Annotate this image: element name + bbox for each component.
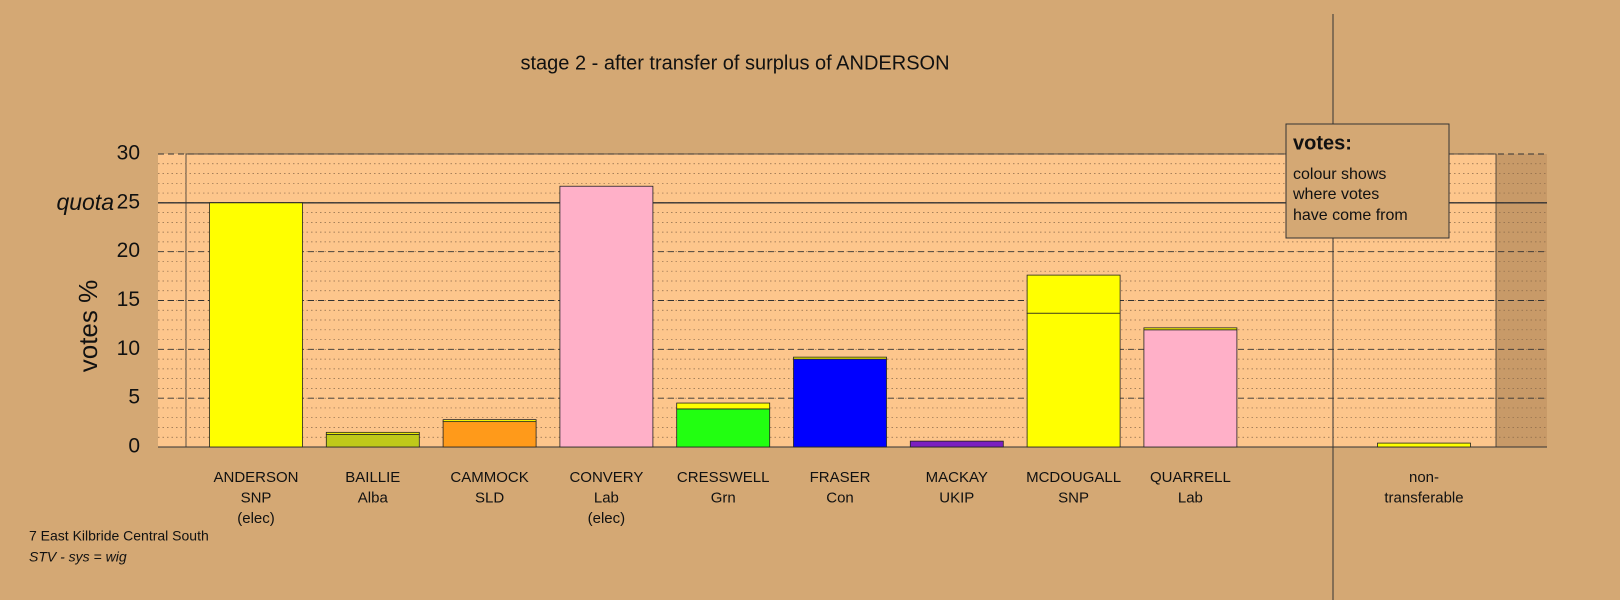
y-tick-label: 15 bbox=[117, 288, 140, 311]
y-tick-label: 10 bbox=[117, 337, 140, 360]
x-tick-label: CONVERY bbox=[569, 469, 643, 486]
bar-segment bbox=[793, 358, 887, 448]
bar-segment bbox=[1026, 312, 1121, 448]
x-tick-label: CRESSWELL bbox=[677, 469, 770, 486]
legend-text: colour shows bbox=[1293, 166, 1386, 183]
x-tick-label: Alba bbox=[358, 489, 389, 506]
x-tick-label: FRASER bbox=[810, 469, 871, 486]
x-tick-label: QUARRELL bbox=[1150, 469, 1231, 486]
legend-box bbox=[1285, 123, 1450, 239]
x-tick-label: SLD bbox=[475, 489, 504, 506]
x-tick-label: MCDOUGALL bbox=[1026, 469, 1121, 486]
legend: votes: colour shows where votes have com… bbox=[1285, 123, 1450, 239]
bar-segment bbox=[676, 408, 771, 448]
bar-segment bbox=[793, 356, 887, 360]
x-tick-label: CAMMOCK bbox=[450, 469, 528, 486]
legend-title: votes: bbox=[1293, 132, 1352, 154]
bars bbox=[209, 185, 1471, 448]
y-tick-label: 30 bbox=[117, 142, 140, 165]
chart-title: stage 2 - after transfer of surplus of A… bbox=[520, 52, 949, 74]
x-tick-label: SNP bbox=[1058, 489, 1089, 506]
bar-segment bbox=[442, 421, 537, 448]
x-tick-label: BAILLIE bbox=[345, 469, 400, 486]
x-tick-label: Lab bbox=[594, 489, 619, 506]
bar-segment bbox=[676, 402, 771, 410]
x-tick-label: (elec) bbox=[237, 510, 275, 527]
y-axis-label: votes % bbox=[73, 280, 103, 373]
bar-segment bbox=[1143, 329, 1238, 448]
legend-text: have come from bbox=[1293, 207, 1408, 224]
x-tick-label: MACKAY bbox=[926, 469, 988, 486]
bar-segment bbox=[909, 440, 1004, 448]
x-tick-label: transferable bbox=[1384, 489, 1463, 506]
y-tick-label: 0 bbox=[128, 435, 140, 458]
y-tick-label: 25 bbox=[117, 190, 140, 213]
x-tick-label: non- bbox=[1409, 469, 1439, 486]
y-tick-label: 20 bbox=[117, 239, 140, 262]
footnote: STV - sys = wig bbox=[29, 549, 127, 565]
y-tick-label: 5 bbox=[128, 386, 140, 409]
bar-segment bbox=[1026, 274, 1121, 314]
bar-segment bbox=[559, 185, 654, 448]
bar-segment bbox=[325, 431, 420, 435]
legend-text: where votes bbox=[1292, 186, 1379, 203]
bar-segment bbox=[325, 433, 420, 448]
x-tick-label: Grn bbox=[711, 489, 736, 506]
x-tick-label: ANDERSON bbox=[213, 469, 298, 486]
footnote: 7 East Kilbride Central South bbox=[29, 528, 209, 544]
x-tick-label: SNP bbox=[241, 489, 272, 506]
x-tick-label: Con bbox=[826, 489, 854, 506]
x-tick-label: (elec) bbox=[588, 510, 626, 527]
x-tick-label: Lab bbox=[1178, 489, 1203, 506]
bar-segment bbox=[1377, 442, 1471, 448]
bar-segment bbox=[1143, 327, 1238, 331]
bar-segment bbox=[209, 202, 303, 448]
x-tick-label: UKIP bbox=[939, 489, 974, 506]
quota-label: quota bbox=[56, 189, 114, 215]
bar-segment bbox=[442, 419, 537, 423]
